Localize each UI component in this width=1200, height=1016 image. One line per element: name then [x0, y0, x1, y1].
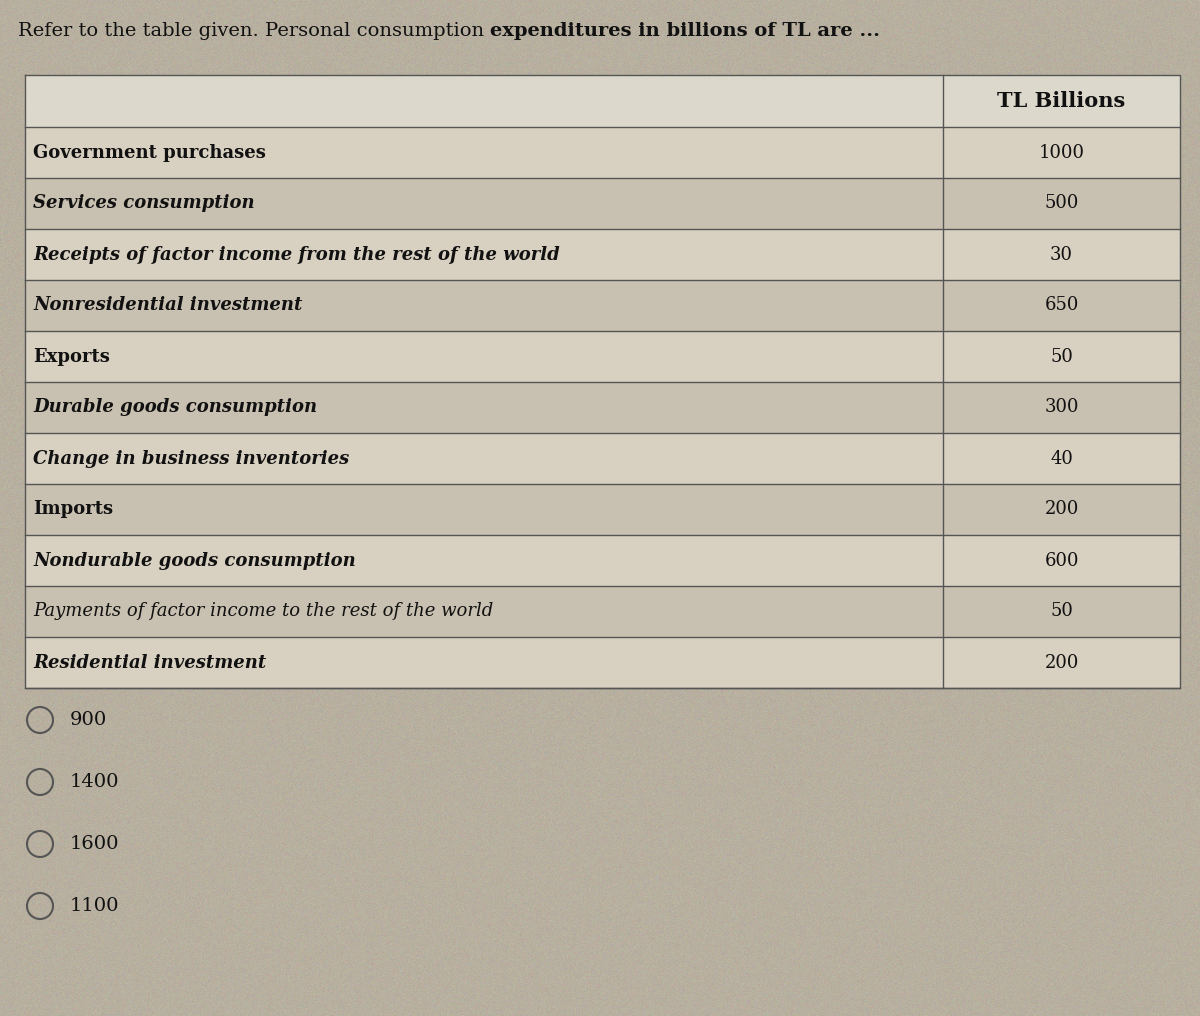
- Text: 1600: 1600: [70, 835, 120, 853]
- Bar: [25, 331, 1180, 382]
- Text: 40: 40: [1050, 449, 1073, 467]
- Text: 1400: 1400: [70, 773, 120, 791]
- Text: Receipts of factor income from the rest of the world: Receipts of factor income from the rest …: [34, 246, 559, 263]
- Text: Payments of factor income to the rest of the world: Payments of factor income to the rest of…: [34, 602, 493, 621]
- Bar: [25, 178, 1180, 229]
- Text: Nonresidential investment: Nonresidential investment: [34, 297, 302, 315]
- Text: 1000: 1000: [1039, 143, 1085, 162]
- Bar: [25, 535, 1180, 586]
- Text: Imports: Imports: [34, 501, 113, 518]
- Text: Government purchases: Government purchases: [34, 143, 266, 162]
- Text: Services consumption: Services consumption: [34, 194, 254, 212]
- Text: 500: 500: [1044, 194, 1079, 212]
- Text: 600: 600: [1044, 552, 1079, 570]
- Text: 1100: 1100: [70, 897, 120, 915]
- Text: TL Billions: TL Billions: [997, 91, 1126, 111]
- Bar: [25, 433, 1180, 484]
- Bar: [25, 75, 1180, 127]
- Bar: [25, 586, 1180, 637]
- Text: Residential investment: Residential investment: [34, 653, 266, 672]
- Bar: [25, 229, 1180, 280]
- Text: Change in business inventories: Change in business inventories: [34, 449, 349, 467]
- Text: Nondurable goods consumption: Nondurable goods consumption: [34, 552, 355, 570]
- Bar: [25, 127, 1180, 178]
- Text: Durable goods consumption: Durable goods consumption: [34, 398, 317, 417]
- Text: 300: 300: [1044, 398, 1079, 417]
- Bar: [25, 637, 1180, 688]
- Text: 50: 50: [1050, 602, 1073, 621]
- Text: 30: 30: [1050, 246, 1073, 263]
- Text: 650: 650: [1044, 297, 1079, 315]
- Text: expenditures in billions of TL are ...: expenditures in billions of TL are ...: [491, 22, 881, 40]
- Text: 200: 200: [1044, 501, 1079, 518]
- Text: 200: 200: [1044, 653, 1079, 672]
- Bar: [25, 484, 1180, 535]
- Text: Refer to the table given. Personal consumption: Refer to the table given. Personal consu…: [18, 22, 491, 40]
- Bar: [25, 382, 1180, 433]
- Text: 50: 50: [1050, 347, 1073, 366]
- Text: 900: 900: [70, 711, 107, 729]
- Text: Exports: Exports: [34, 347, 110, 366]
- Bar: [25, 280, 1180, 331]
